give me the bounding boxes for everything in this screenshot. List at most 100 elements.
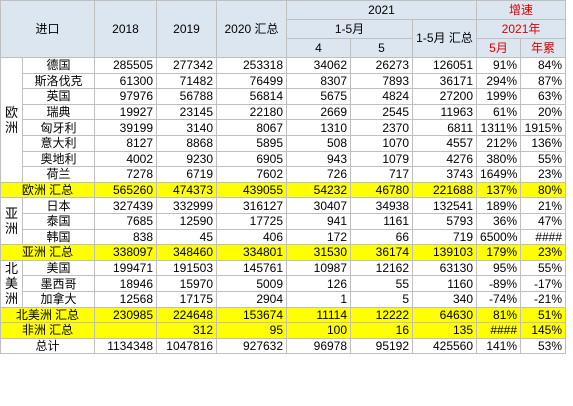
summary-row: 总计 1134348 1047816 927632 96978 95192 425560 14… xyxy=(0,337,567,355)
cell: 145761 xyxy=(216,259,288,277)
row: 斯洛伐克 61300 71482 76499 8307 7893 36171 294% 87% xyxy=(1,72,567,90)
cell: 253318 xyxy=(216,57,288,74)
cell: 1649% xyxy=(476,166,522,183)
cell: 2904 xyxy=(216,290,288,308)
cell: 4824 xyxy=(350,88,414,105)
country: 奥地利 xyxy=(21,150,96,168)
row: 匈牙利 39199 3140 8067 1310 2370 6811 1311% 1915% xyxy=(1,119,567,136)
cell: 8067 xyxy=(216,119,288,136)
header-growth: 增速 xyxy=(476,0,567,20)
cell: 56788 xyxy=(156,88,218,105)
cell: 139103 xyxy=(412,244,478,261)
cell: 46780 xyxy=(350,181,414,199)
cell: 1 xyxy=(286,290,352,308)
cell: 153674 xyxy=(216,306,288,324)
cell: 508 xyxy=(286,134,352,152)
cell: 5 xyxy=(350,290,414,308)
cell: 380% xyxy=(476,150,522,168)
header-growth-col: 5月 xyxy=(476,38,522,58)
cell: 838 xyxy=(94,228,158,246)
cell: 91% xyxy=(476,57,522,74)
cell: 5675 xyxy=(286,88,352,105)
cell: 55% xyxy=(520,150,567,168)
country: 斯洛伐克 xyxy=(21,72,96,90)
cell: 230985 xyxy=(94,306,158,324)
cell: 9230 xyxy=(156,150,218,168)
country: 意大利 xyxy=(21,134,96,152)
summary-name: 北美洲 汇总 xyxy=(0,306,96,324)
header-title: 进口 xyxy=(0,0,96,58)
cell: 439055 xyxy=(216,181,288,199)
row: 亚洲 日本 327439 332999 316127 30407 34938 132541 18… xyxy=(0,197,567,246)
cell: 12590 xyxy=(156,212,218,230)
cell: 327439 xyxy=(94,197,158,214)
cell: 36171 xyxy=(412,72,478,90)
cell: 95192 xyxy=(350,337,414,355)
cell: 316127 xyxy=(216,197,288,214)
cell: 224648 xyxy=(156,306,218,324)
summary-name: 亚洲 汇总 xyxy=(0,244,96,261)
cell: 55 xyxy=(350,275,414,292)
cell: 26273 xyxy=(350,57,414,74)
cell: 212% xyxy=(476,134,522,152)
header-year: 2019 xyxy=(156,0,218,58)
cell: 18946 xyxy=(94,275,158,292)
table-header: 进口 2018 2019 2020 汇总 2021 增速 1-5月 1-5月 汇… xyxy=(0,0,567,58)
header-month: 5 xyxy=(350,38,414,58)
cell: 27200 xyxy=(412,88,478,105)
cell: 334801 xyxy=(216,244,288,261)
cell: 6905 xyxy=(216,150,288,168)
cell: 1134348 xyxy=(94,337,158,355)
cell: 61% xyxy=(476,103,522,121)
cell: 2545 xyxy=(350,103,414,121)
summary-row: 北美洲 汇总 230985 224648 153674 11114 12222 64630 8… xyxy=(0,306,567,324)
cell: 11114 xyxy=(286,306,352,324)
country: 荷兰 xyxy=(21,166,96,183)
cell: 4276 xyxy=(412,150,478,168)
cell: 53% xyxy=(520,337,567,355)
row: 墨西哥 18946 15970 5009 126 55 1160 -89% -17% xyxy=(1,275,567,292)
cell: 8127 xyxy=(94,134,158,152)
summary-name: 欧洲 汇总 xyxy=(0,181,96,199)
country: 匈牙利 xyxy=(21,119,96,136)
cell: -74% xyxy=(476,290,522,308)
cell: 132541 xyxy=(412,197,478,214)
cell: 11963 xyxy=(412,103,478,121)
import-table: 进口 2018 2019 2020 汇总 2021 增速 1-5月 1-5月 汇… xyxy=(0,0,567,355)
cell: 565260 xyxy=(94,181,158,199)
cell: 717 xyxy=(350,166,414,183)
row: 欧洲 德国 285505 277342 253318 34062 26273 126051 91… xyxy=(0,57,567,183)
country: 美国 xyxy=(21,259,96,277)
cell: 5895 xyxy=(216,134,288,152)
cell: 96978 xyxy=(286,337,352,355)
region: 欧洲 xyxy=(0,57,23,183)
cell: 8307 xyxy=(286,72,352,90)
header-year: 2018 xyxy=(94,0,158,58)
country: 英国 xyxy=(21,88,96,105)
summary-row: 欧洲 汇总 565260 474373 439055 54232 46780 221688 1… xyxy=(0,181,567,199)
cell: 2669 xyxy=(286,103,352,121)
cell: 3140 xyxy=(156,119,218,136)
cell: 55% xyxy=(520,259,567,277)
cell: 221688 xyxy=(412,181,478,199)
cell: 2370 xyxy=(350,119,414,136)
cell: 54232 xyxy=(286,181,352,199)
header-month: 4 xyxy=(286,38,352,58)
summary-name: 总计 xyxy=(0,337,96,355)
country: 加拿大 xyxy=(21,290,96,308)
summary-name: 非洲 汇总 xyxy=(0,322,96,339)
cell: 66 xyxy=(350,228,414,246)
cell: 95% xyxy=(476,259,522,277)
cell: 22180 xyxy=(216,103,288,121)
cell: 71482 xyxy=(156,72,218,90)
cell: 943 xyxy=(286,150,352,168)
cell: 425560 xyxy=(412,337,478,355)
cell: 95 xyxy=(216,322,288,339)
cell: 338097 xyxy=(94,244,158,261)
cell: 6811 xyxy=(412,119,478,136)
cell: 30407 xyxy=(286,197,352,214)
cell: 47% xyxy=(520,212,567,230)
cell: 1310 xyxy=(286,119,352,136)
cell: 191503 xyxy=(156,259,218,277)
